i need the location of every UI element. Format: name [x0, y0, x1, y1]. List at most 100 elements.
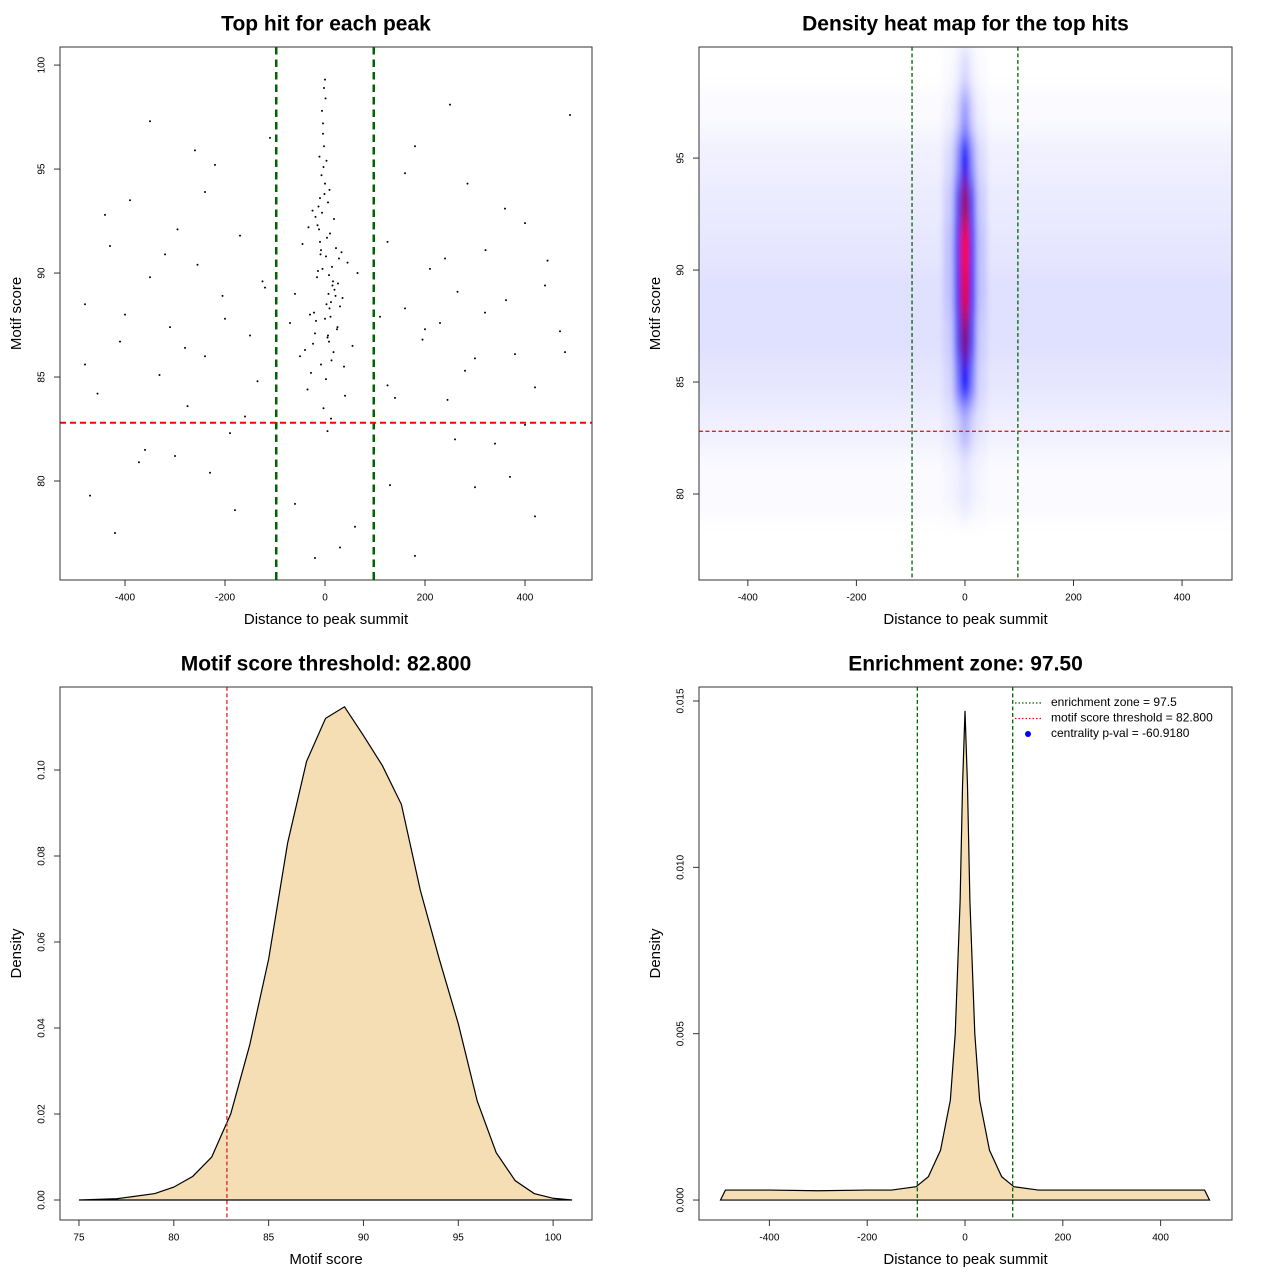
point — [89, 494, 91, 497]
point — [386, 384, 389, 387]
point — [209, 471, 211, 474]
point — [331, 265, 333, 268]
point — [484, 311, 486, 314]
point — [319, 197, 321, 200]
y-tick-label: 0.10 — [37, 760, 48, 780]
point — [329, 232, 331, 235]
point — [324, 182, 326, 185]
point — [333, 217, 335, 220]
plot-frame — [59, 46, 593, 581]
point — [325, 378, 327, 381]
point — [318, 228, 320, 231]
point — [321, 211, 323, 214]
heat-cell — [960, 47, 970, 92]
point — [164, 253, 166, 256]
heat-cell — [1019, 314, 1232, 361]
point — [330, 359, 333, 362]
y-tick-label: 100 — [37, 56, 48, 73]
heat-cell — [954, 314, 962, 361]
x-tick-label: 200 — [1065, 593, 1082, 604]
x-axis-label: Distance to peak summit — [883, 1251, 1048, 1268]
point — [321, 267, 324, 270]
point — [289, 321, 291, 324]
heatmap — [699, 47, 1232, 517]
point — [328, 340, 330, 343]
x-tick-label: 85 — [263, 1233, 275, 1244]
point — [414, 145, 416, 148]
density-area — [719, 710, 1211, 1201]
heat-cell — [986, 135, 1020, 181]
point — [325, 255, 327, 258]
heat-cell — [943, 359, 955, 405]
plot-area — [78, 687, 573, 1220]
heat-cell — [960, 135, 970, 181]
point — [474, 357, 476, 360]
point — [196, 263, 199, 266]
heat-cell — [969, 47, 977, 92]
density-area — [78, 705, 573, 1201]
point — [444, 257, 446, 260]
heat-cell — [986, 359, 1020, 405]
heat-cell — [910, 225, 944, 271]
point — [404, 307, 406, 310]
point — [261, 280, 264, 283]
plot-frame — [698, 46, 1233, 581]
heat-cell — [960, 180, 970, 226]
x-tick-label: 400 — [517, 593, 534, 604]
heat-cell — [943, 270, 955, 316]
point — [569, 114, 571, 117]
heat-cell — [986, 270, 1020, 316]
point — [332, 351, 335, 354]
point — [394, 396, 396, 399]
heat-cell — [943, 90, 955, 137]
heat-cell — [975, 225, 988, 271]
point — [124, 313, 126, 316]
heat-cell — [986, 314, 1020, 361]
point — [324, 78, 326, 81]
x-tick-label: 95 — [453, 1233, 465, 1244]
heat-cell — [986, 404, 1020, 450]
point — [301, 242, 304, 245]
heat-cell — [969, 314, 977, 361]
heat-cell — [986, 449, 1020, 517]
point — [294, 502, 296, 505]
y-axis-label: Motif score — [8, 277, 25, 350]
point — [194, 149, 196, 152]
point — [304, 348, 306, 351]
heat-cell — [986, 90, 1020, 137]
point — [544, 284, 546, 287]
point — [319, 253, 322, 256]
y-axis-label: Density — [8, 928, 25, 979]
y-tick-label: 0.005 — [676, 1021, 687, 1046]
point — [332, 280, 334, 283]
point — [546, 259, 549, 262]
x-tick-label: 400 — [1174, 593, 1191, 604]
point — [109, 245, 111, 248]
point — [446, 398, 449, 401]
y-tick-label: 80 — [676, 488, 687, 500]
y-tick-label: 0.015 — [676, 688, 687, 713]
point — [84, 303, 86, 306]
heat-cell — [954, 47, 962, 92]
point — [404, 172, 406, 175]
heat-cell — [699, 225, 912, 271]
point — [337, 282, 339, 285]
point — [324, 97, 327, 100]
chart-title: Motif score threshold: 82.800 — [181, 653, 472, 676]
point — [335, 247, 337, 250]
point — [322, 165, 325, 168]
point — [474, 486, 476, 489]
point — [386, 240, 389, 243]
point — [319, 240, 321, 243]
heat-cell — [954, 90, 962, 137]
point — [339, 546, 341, 549]
point — [414, 554, 416, 557]
heat-cell — [975, 90, 988, 137]
heat-cell — [960, 449, 970, 517]
x-tick-label: -200 — [857, 1233, 877, 1244]
heat-cell — [699, 270, 912, 316]
y-tick-label: 0.010 — [676, 854, 687, 879]
point — [234, 509, 236, 512]
heat-cell — [960, 404, 970, 450]
legend-label: centrality p-val = -60.9180 — [1051, 726, 1190, 740]
